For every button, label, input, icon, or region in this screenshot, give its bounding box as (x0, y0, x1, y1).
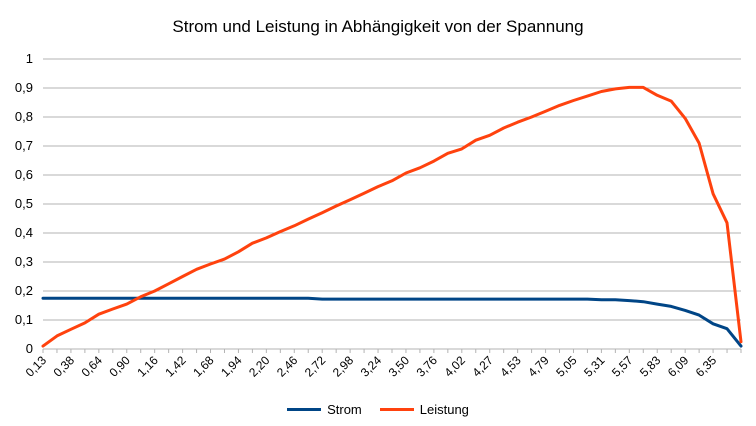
y-tick-label: 0,8 (15, 109, 33, 124)
y-axis-ticks: 0 0,1 0,2 0,3 0,4 0,5 0,6 0,7 0,8 0,9 1 (15, 51, 33, 356)
y-tick-label: 0,1 (15, 312, 33, 327)
x-tick-label: 2,98 (330, 353, 357, 380)
x-tick-label: 3,24 (358, 353, 385, 380)
x-tick-label: 5,05 (553, 353, 580, 380)
x-tick-label: 2,46 (274, 353, 301, 380)
x-axis-ticks: 0,13 0,38 0,64 0,90 1,16 1,42 1,68 1,94 2,20 2,46… (23, 349, 742, 380)
x-tick-label: 4,02 (442, 353, 469, 380)
y-tick-label: 0,6 (15, 167, 33, 182)
x-tick-label: 0,38 (51, 353, 78, 380)
y-tick-label: 0,5 (15, 196, 33, 211)
x-tick-label: 1,42 (162, 353, 189, 380)
x-tick-label: 5,83 (637, 353, 664, 380)
legend-swatch-leistung (379, 408, 414, 411)
legend-swatch-strom (287, 408, 322, 411)
legend-item-strom: Strom (287, 402, 362, 417)
x-tick-label: 1,68 (190, 353, 217, 380)
y-tick-label: 0,9 (15, 80, 33, 95)
y-tick-label: 0 (26, 341, 33, 356)
chart-title: Strom und Leistung in Abhängigkeit von d… (172, 17, 584, 36)
series-lines (41, 85, 743, 348)
x-tick-label: 1,16 (134, 353, 161, 380)
y-tick-label: 0,2 (15, 283, 33, 298)
x-tick-label: 2,72 (302, 353, 329, 380)
series-line-strom (41, 296, 743, 348)
x-tick-label: 1,94 (218, 353, 245, 380)
x-tick-label: 3,76 (414, 353, 441, 380)
x-tick-label: 5,57 (609, 353, 636, 380)
series-line-leistung (41, 85, 743, 348)
x-tick-label: 0,64 (79, 353, 106, 380)
x-tick-label: 4,79 (525, 353, 552, 380)
x-tick-label: 2,20 (246, 353, 273, 380)
legend-item-leistung: Leistung (379, 402, 469, 417)
y-tick-label: 0,3 (15, 254, 33, 269)
y-tick-label: 0,4 (15, 225, 33, 240)
x-tick-label: 5,31 (581, 353, 608, 380)
legend-label-strom: Strom (327, 402, 362, 417)
legend-label-leistung: Leistung (419, 402, 469, 417)
legend: Strom Leistung (0, 402, 756, 417)
y-tick-label: 1 (26, 51, 33, 66)
x-tick-label: 4,27 (469, 353, 496, 380)
x-tick-label: 4,53 (497, 353, 524, 380)
x-tick-label: 0,13 (23, 353, 50, 380)
y-tick-label: 0,7 (15, 138, 33, 153)
x-tick-label: 0,90 (106, 353, 133, 380)
x-tick-label: 6,35 (693, 353, 720, 380)
x-tick-label: 3,50 (386, 353, 413, 380)
gridlines (43, 58, 741, 350)
x-tick-label: 6,09 (665, 353, 692, 380)
